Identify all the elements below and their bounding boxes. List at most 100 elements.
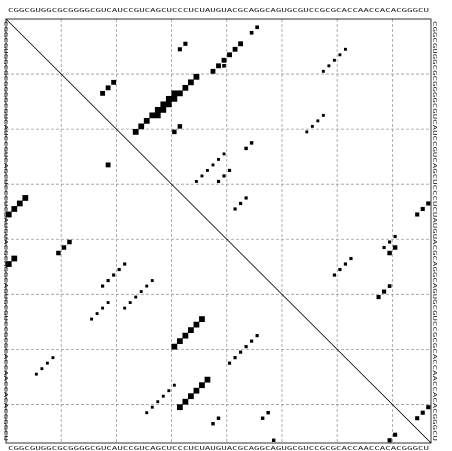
mfe-pair-dot: [182, 398, 189, 405]
pair-probability-dot: [349, 256, 353, 261]
mfe-pair-dot: [123, 262, 127, 266]
mfe-pair-dot: [216, 416, 221, 420]
pair-probability-dot: [183, 41, 188, 46]
mfe-pair-dot: [415, 416, 420, 421]
pair-probability-dot: [176, 90, 183, 97]
pair-probability-dot: [138, 123, 145, 130]
sequence-right: CGGCGUGGCGCGGGGCGUCAUCCGUCAGCUCCCUCUAUGU…: [431, 21, 437, 441]
mfe-pair-dot: [172, 383, 176, 387]
pair-probability-dot: [244, 196, 248, 200]
pair-probability-dot: [232, 46, 238, 52]
pair-probability-dot: [382, 245, 386, 250]
mfe-pair-dot: [134, 295, 138, 299]
pair-probability-dot: [211, 163, 215, 167]
mfe-pair-dot: [45, 361, 49, 365]
base-pair-dots: [5, 25, 431, 443]
mfe-pair-dot: [250, 339, 254, 343]
pair-probability-dot: [154, 106, 161, 113]
pair-probability-dot: [143, 117, 150, 124]
mfe-pair-dot: [156, 400, 160, 404]
pair-probability-dot: [206, 168, 209, 172]
pair-probability-dot: [238, 201, 243, 206]
pair-probability-dot: [338, 267, 342, 272]
mfe-pair-dot: [106, 278, 110, 283]
pair-probability-dot: [200, 174, 204, 178]
mfe-pair-dot: [188, 393, 194, 400]
mfe-pair-dot: [420, 410, 425, 415]
pair-probability-dot: [392, 245, 398, 250]
pair-probability-dot: [216, 63, 221, 69]
mfe-pair-dot: [95, 312, 99, 316]
mfe-pair-dot: [101, 284, 105, 288]
pair-probability-dot: [332, 273, 336, 277]
mfe-pair-dot: [117, 267, 121, 272]
mfe-pair-dot: [61, 245, 67, 250]
mfe-pair-dot: [255, 334, 259, 338]
mfe-pair-dot: [150, 405, 154, 409]
mfe-pair-dot: [34, 372, 38, 376]
mfe-pair-dot: [105, 162, 111, 168]
mfe-pair-dot: [90, 317, 93, 321]
mfe-pair-dot: [67, 239, 72, 245]
mfe-pair-dot: [199, 382, 205, 389]
pair-probability-dot: [171, 90, 178, 97]
pair-probability-dot: [177, 47, 182, 52]
pair-probability-dot: [227, 52, 232, 58]
pair-probability-dot: [321, 113, 325, 117]
pair-probability-dot: [415, 212, 420, 217]
pair-probability-dot: [310, 124, 314, 128]
pair-probability-dot: [172, 129, 177, 135]
pair-probability-dot: [171, 95, 178, 102]
pair-probability-dot: [161, 107, 166, 113]
pair-probability-dot: [166, 102, 172, 107]
sequence-left: CGGCGUGGCGCGGGGCGUCAUCCGUCAGCUCCCUCUAUGU…: [2, 21, 8, 441]
mfe-pair-dot: [40, 367, 44, 371]
pair-probability-dot: [426, 201, 431, 206]
mfe-pair-dot: [266, 411, 270, 415]
pair-probability-dot: [327, 64, 331, 68]
pair-probability-dot: [155, 113, 161, 118]
pair-probability-dot: [249, 141, 254, 145]
mfe-pair-dot: [167, 389, 171, 393]
mfe-pair-dot: [188, 327, 194, 334]
main-diagonal: [5, 18, 432, 444]
pair-probability-dot: [105, 85, 111, 91]
mfe-pair-dot: [5, 261, 12, 267]
pair-probability-dot: [227, 168, 232, 173]
pair-probability-dot: [255, 25, 259, 30]
pair-probability-dot: [393, 234, 397, 239]
pair-probability-dot: [233, 207, 237, 211]
mfe-pair-dot: [227, 361, 232, 365]
mfe-pair-dot: [387, 284, 392, 288]
mfe-pair-dot: [11, 255, 18, 262]
mfe-pair-dot: [193, 321, 200, 328]
pair-probability-dot: [221, 57, 227, 63]
pair-probability-dot: [222, 63, 226, 68]
pair-probability-dot: [165, 95, 172, 102]
mfe-pair-dot: [238, 350, 243, 354]
pair-probability-dot: [217, 157, 220, 161]
pair-probability-dot: [194, 180, 198, 183]
mfe-pair-dot: [233, 356, 237, 360]
pair-probability-dot: [160, 101, 167, 108]
mfe-pair-dot: [393, 432, 398, 437]
pair-probability-dot: [182, 84, 189, 91]
mfe-pair-dot: [382, 289, 387, 294]
mfe-pair-dot: [106, 301, 110, 305]
plot-frame: [5, 18, 432, 444]
pair-probability-dot: [305, 130, 309, 134]
pair-probability-dot: [332, 58, 336, 62]
pair-probability-dot: [111, 79, 117, 85]
pair-probability-dot: [244, 146, 248, 151]
mfe-pair-dot: [56, 250, 61, 256]
sequence-bottom: CGGCGUGGCGCGGGGCGUCAUCCGUCAGCUCCCUCUAUGU…: [8, 446, 429, 451]
pair-probability-dot: [149, 112, 156, 119]
grid: [6, 19, 431, 443]
pair-probability-dot: [338, 53, 342, 57]
mfe-pair-dot: [260, 416, 265, 420]
mfe-pair-dot: [145, 284, 149, 288]
pair-probability-dot: [321, 69, 325, 73]
mfe-pair-dot: [22, 195, 29, 201]
pair-probability-dot: [387, 250, 392, 256]
mfe-pair-dot: [128, 301, 132, 305]
